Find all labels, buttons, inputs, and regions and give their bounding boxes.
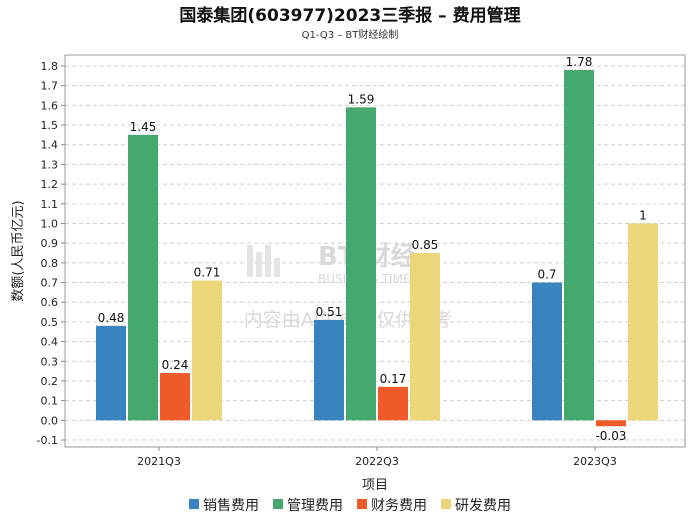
bar: [410, 253, 440, 421]
legend: 销售费用 管理费用 财务费用 研发费用: [189, 498, 511, 514]
data-label: 0.85: [412, 238, 439, 252]
data-labels: 0.48 0.51 0.7 1.45 1.59 1.78 0.24 0.17 -0.03 0.71…: [98, 55, 647, 443]
y-tick-label: 1.0: [41, 217, 59, 230]
data-label: -0.03: [595, 429, 626, 443]
bar: [628, 223, 658, 421]
bar: [96, 325, 126, 421]
y-axis-label: 数额(人民币亿元): [11, 200, 26, 301]
data-label: 1.59: [348, 92, 375, 106]
legend-item: 研发费用: [455, 498, 511, 514]
legend-swatch: [273, 499, 283, 509]
data-label: 0.48: [98, 311, 125, 325]
y-tick-label: 1.3: [41, 158, 59, 171]
watermark-logo-icon: [247, 245, 280, 277]
y-tick-label: 0.8: [41, 257, 59, 270]
legend-swatch: [441, 499, 451, 509]
legend-item: 管理费用: [287, 498, 343, 514]
legend-item: 销售费用: [203, 498, 259, 514]
y-tick-label: 0.9: [41, 237, 59, 250]
data-label: 1: [639, 208, 647, 222]
y-tick-label: 0.0: [41, 414, 59, 427]
x-axis-ticks: 2021Q3 2022Q3 2023Q3: [137, 447, 617, 468]
y-tick-label: 0.1: [41, 395, 59, 408]
bar: [346, 107, 376, 421]
y-tick-label: -0.1: [37, 434, 58, 447]
legend-swatch: [189, 499, 199, 509]
x-axis-label: 项目: [362, 478, 388, 493]
y-tick-label: 1.8: [41, 60, 59, 73]
legend-item: 财务费用: [371, 498, 427, 514]
y-tick-label: 1.7: [41, 80, 59, 93]
data-label: 0.17: [380, 372, 407, 386]
legend-swatch: [357, 499, 367, 509]
y-axis-ticks: -0.1 0.0 0.1 0.2 0.3 0.4 0.5 0.6 0.7 0.8 0.9 1.0 1.1…: [37, 60, 65, 447]
y-tick-label: 1.1: [41, 198, 59, 211]
bar: [192, 280, 222, 421]
bar: [314, 319, 344, 421]
bar: [160, 373, 190, 421]
x-tick-label: 2021Q3: [137, 455, 181, 468]
y-tick-label: 0.4: [41, 336, 59, 349]
data-label: 1.45: [130, 120, 157, 134]
data-label: 0.24: [162, 358, 189, 372]
x-tick-label: 2022Q3: [355, 455, 399, 468]
chart-subtitle: Q1-Q3 – BT财经绘制: [302, 28, 399, 41]
y-tick-label: 0.5: [41, 316, 59, 329]
y-tick-label: 1.2: [41, 178, 59, 191]
y-tick-label: 1.6: [41, 99, 59, 112]
x-tick-label: 2023Q3: [573, 455, 617, 468]
y-tick-label: 0.3: [41, 355, 59, 368]
y-tick-label: 0.2: [41, 375, 59, 388]
y-tick-label: 0.7: [41, 277, 59, 290]
data-label: 0.51: [316, 305, 343, 319]
bar: [128, 134, 158, 421]
bar: [596, 420, 626, 427]
data-label: 1.78: [566, 55, 593, 69]
y-tick-label: 1.4: [41, 139, 59, 152]
bar-series: [96, 69, 658, 427]
bar: [378, 386, 408, 421]
y-tick-label: 1.5: [41, 119, 59, 132]
y-tick-label: 0.6: [41, 296, 59, 309]
bar: [564, 69, 594, 421]
chart-title: 国泰集团(603977)2023三季报 – 费用管理: [179, 5, 520, 26]
data-label: 0.7: [537, 268, 556, 282]
data-label: 0.71: [194, 266, 221, 280]
plot-frame: [64, 54, 686, 448]
bar: [532, 282, 562, 421]
